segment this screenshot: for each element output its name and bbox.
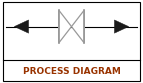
Polygon shape <box>59 10 72 43</box>
Polygon shape <box>114 20 129 33</box>
Polygon shape <box>14 20 29 33</box>
Polygon shape <box>72 10 84 43</box>
Text: PROCESS DIAGRAM: PROCESS DIAGRAM <box>23 67 120 76</box>
